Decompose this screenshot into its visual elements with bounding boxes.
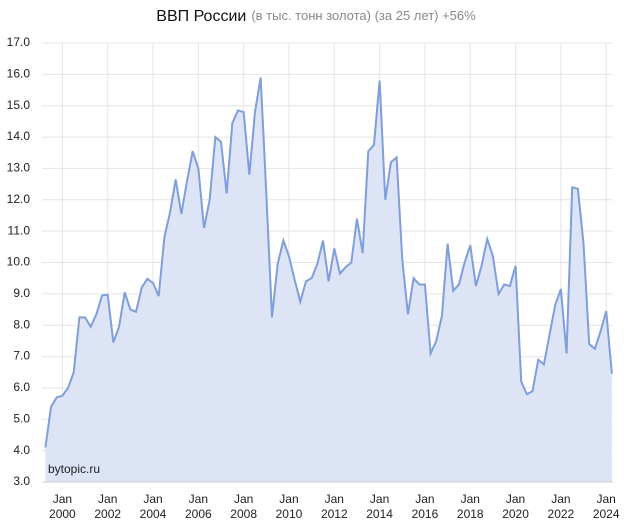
x-tick-label: Jan 2006	[184, 492, 212, 521]
x-tick-label: Jan 2010	[275, 492, 303, 521]
x-tick-label: Jan 2014	[366, 492, 393, 521]
y-tick-label: 5.0	[13, 411, 30, 425]
x-tick-label: Jan 2008	[230, 492, 257, 521]
x-tick-label: Jan 2022	[547, 492, 575, 521]
x-tick-label: Jan 2002	[94, 492, 122, 521]
y-tick-label: 8.0	[13, 317, 30, 331]
y-tick-label: 12.0	[7, 192, 31, 206]
x-tick-label: Jan 2012	[320, 492, 348, 521]
x-tick-label: Jan 2024	[592, 492, 620, 521]
y-tick-label: 17.0	[7, 35, 31, 49]
y-tick-label: 6.0	[13, 380, 30, 394]
y-tick-label: 13.0	[7, 161, 31, 175]
y-tick-label: 10.0	[7, 255, 31, 269]
y-tick-label: 4.0	[13, 443, 30, 457]
line	[44, 77, 613, 448]
x-tick-label: Jan 2000	[49, 492, 76, 521]
chart-title: ВВП России	[156, 8, 246, 25]
y-tick-label: 11.0	[8, 223, 31, 237]
y-tick-label: 3.0	[13, 474, 30, 488]
y-tick-label: 7.0	[13, 349, 30, 363]
y-tick-label: 16.0	[7, 67, 31, 81]
y-tick-label: 9.0	[13, 286, 30, 300]
x-tick-label: Jan 2016	[411, 492, 439, 521]
x-tick-label: Jan 2018	[456, 492, 484, 521]
chart-subtitle: (в тыс. тонн золота) (за 25 лет) +56%	[251, 8, 476, 23]
x-tick-label: Jan 2004	[139, 492, 167, 521]
y-tick-label: 15.0	[7, 98, 31, 112]
y-tick-label: 14.0	[7, 129, 31, 143]
area	[45, 77, 612, 483]
x-tick-label: Jan 2020	[502, 492, 529, 521]
chart-heading: ВВП России (в тыс. тонн золота) (за 25 ле…	[156, 8, 476, 25]
watermark: bytopic.ru	[48, 462, 100, 476]
